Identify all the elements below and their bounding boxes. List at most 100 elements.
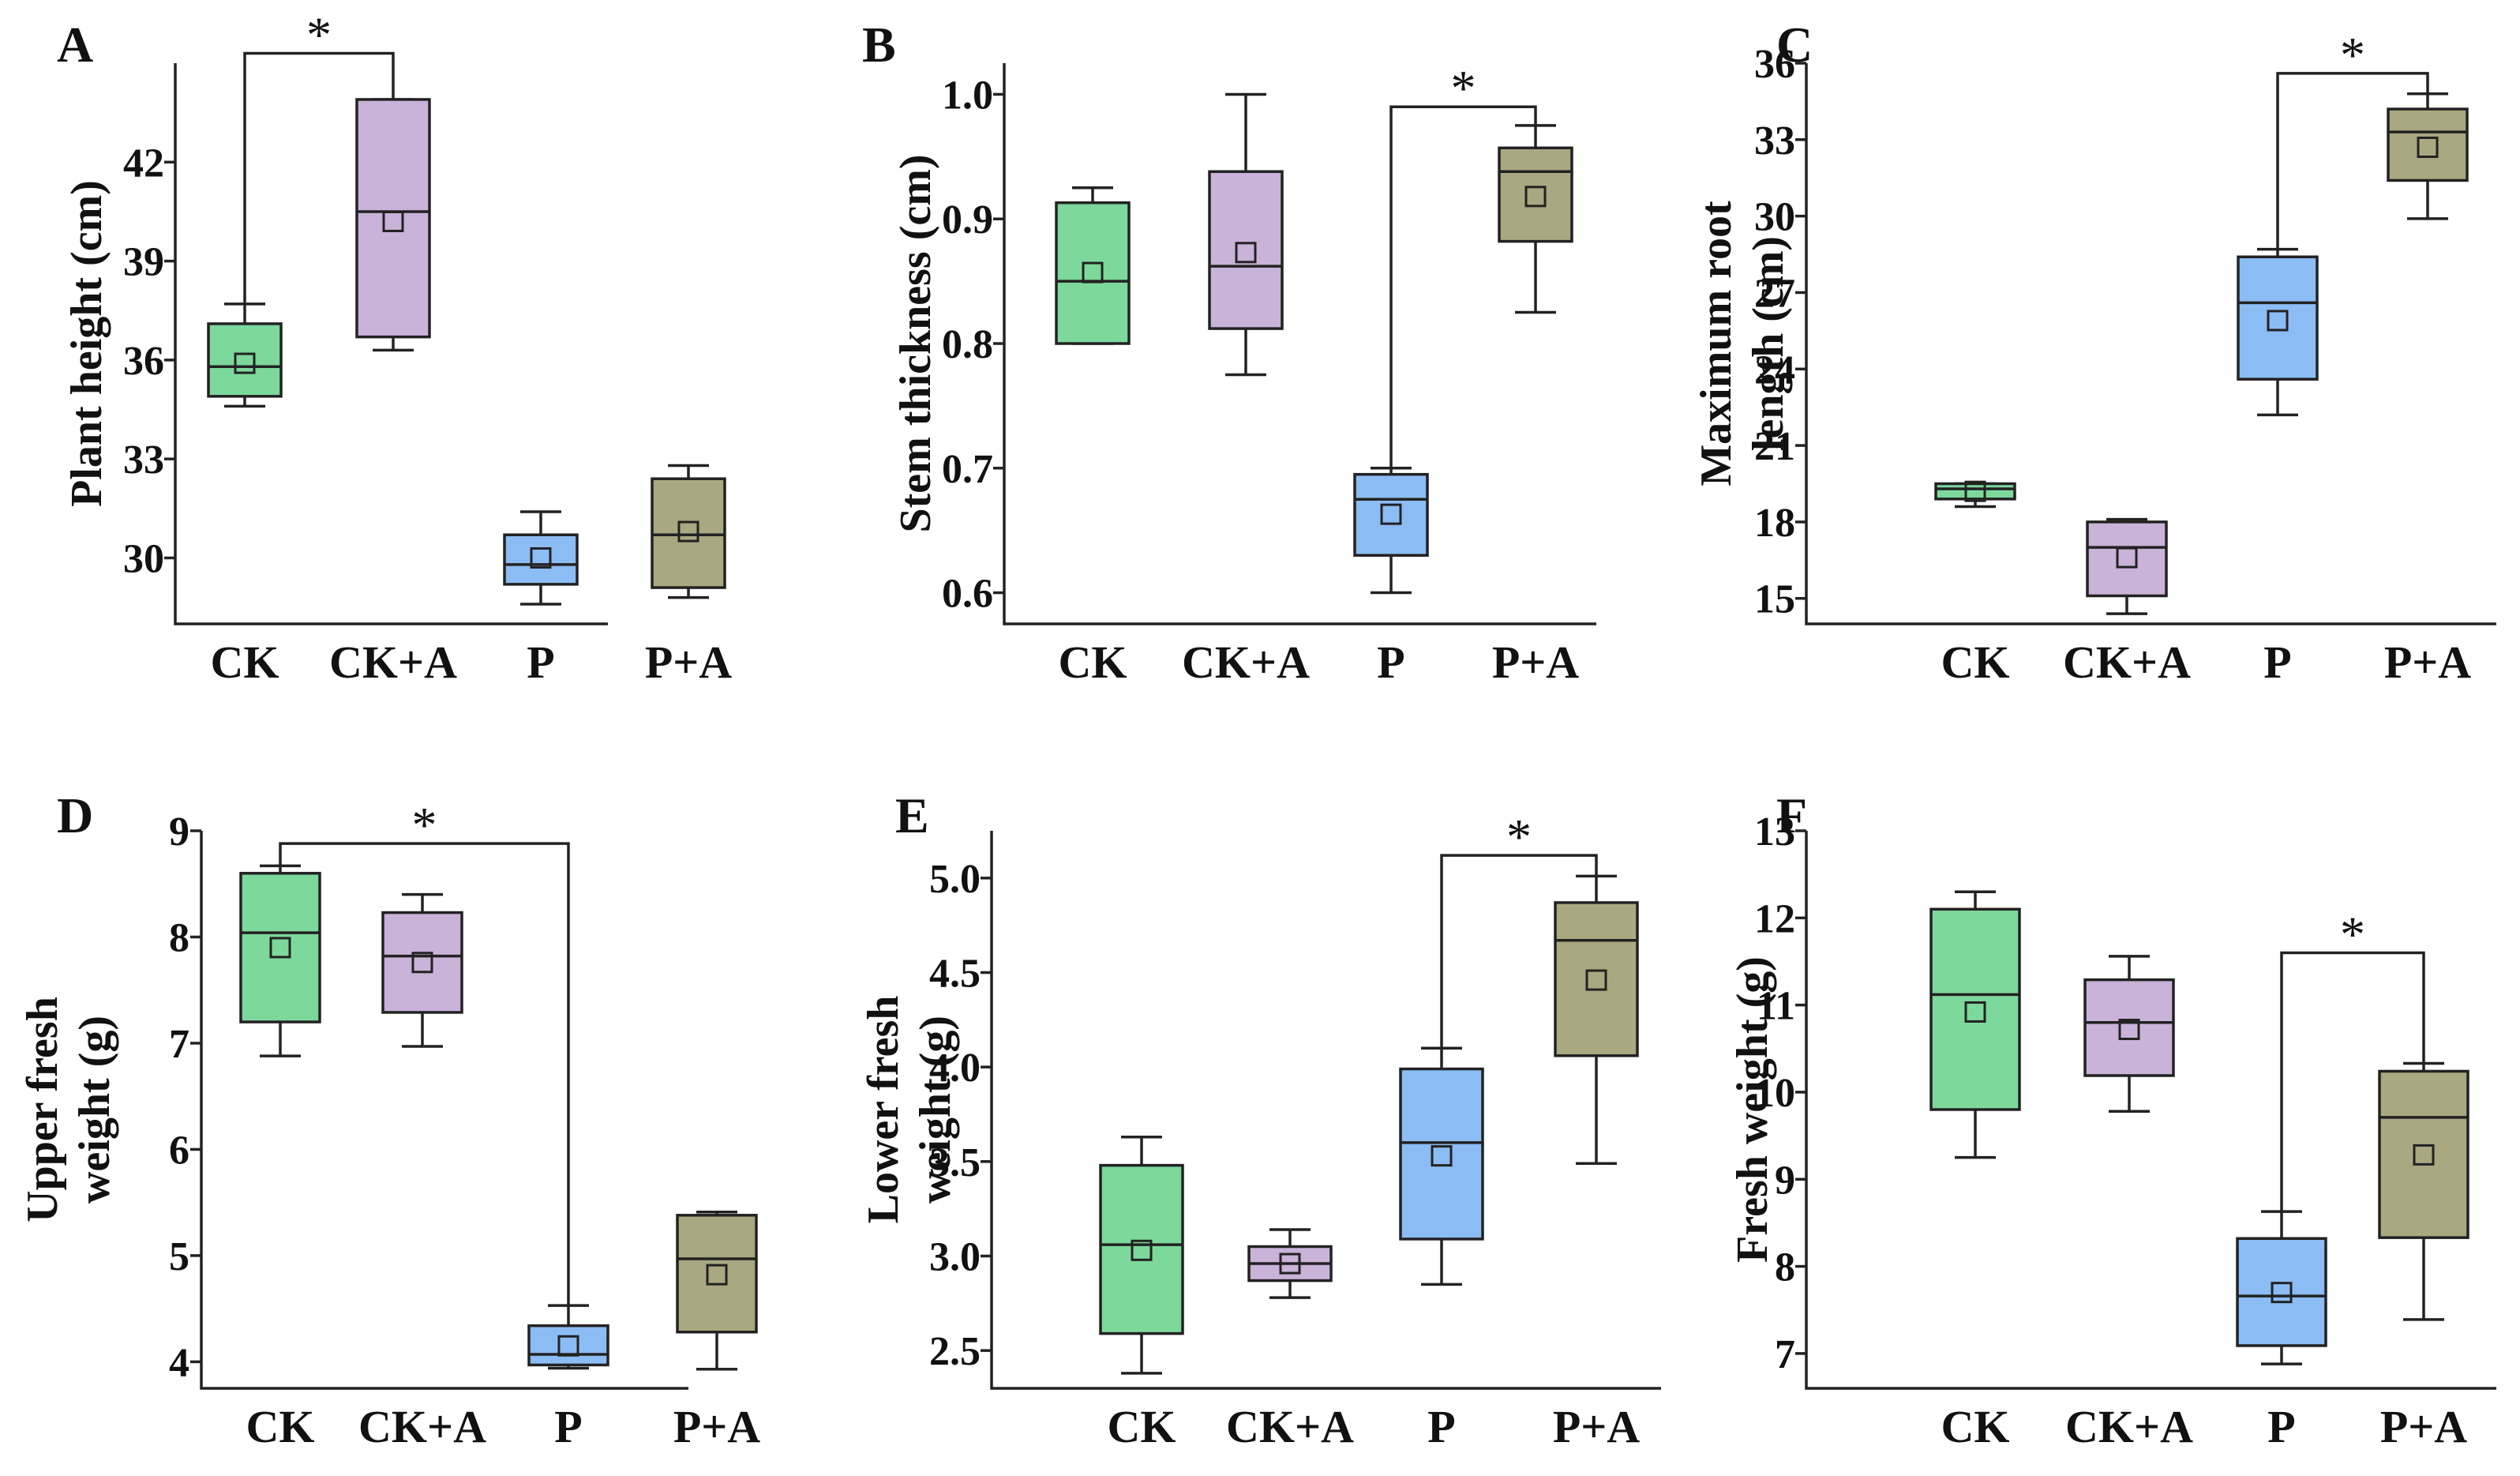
y-tick-label: 0.6	[942, 572, 993, 617]
y-tick-label: 9	[169, 809, 189, 854]
iqr-box	[1208, 170, 1284, 330]
y-axis-label: Plant height (cm)	[62, 180, 111, 507]
y-tick-label: 24	[1754, 347, 1795, 392]
x-category-label: P	[554, 1401, 582, 1452]
mean-marker	[1131, 1239, 1153, 1261]
significance-bracket	[279, 842, 570, 1306]
box-CK+A	[1208, 92, 1284, 377]
mean-marker	[1524, 186, 1547, 208]
x-category-label: CK	[1941, 637, 2010, 688]
x-category-label: P	[1427, 1401, 1455, 1452]
y-tick-label: 13	[1754, 809, 1795, 854]
axis-lines	[1003, 63, 1596, 625]
iqr-box	[239, 872, 321, 1023]
significance-star: *	[2340, 906, 2365, 962]
y-tick-label: 8	[169, 915, 189, 960]
significance-bracket	[243, 51, 395, 304]
mean-marker	[1279, 1253, 1301, 1275]
x-category-label: CK	[1108, 1401, 1176, 1452]
iqr-box	[1934, 482, 2016, 501]
x-category-label: P+A	[673, 1401, 760, 1452]
box-P	[1353, 467, 1429, 595]
x-category-label: P+A	[2380, 1401, 2467, 1452]
x-category-label: P	[2263, 637, 2291, 688]
mean-marker	[2417, 137, 2439, 158]
iqr-box	[503, 533, 579, 586]
y-tick-label: 4.5	[929, 951, 981, 996]
y-axis-label: Lower freshweight (g)	[859, 996, 960, 1224]
y-tick-label: 39	[123, 240, 164, 285]
significance-star: *	[306, 6, 332, 62]
mean-marker	[557, 1335, 579, 1357]
mean-marker	[269, 937, 291, 959]
y-tick-label: 7	[1775, 1332, 1795, 1377]
iqr-box	[1399, 1067, 1484, 1241]
box-CK	[1055, 186, 1131, 345]
y-tick-label: 0.8	[942, 322, 993, 367]
box-CK	[207, 302, 283, 408]
mean-marker	[411, 952, 433, 974]
iqr-box	[207, 322, 283, 398]
iqr-box	[2387, 107, 2469, 182]
y-tick-label: 36	[123, 339, 164, 384]
x-category-label: CK	[211, 637, 279, 688]
axis-lines	[1805, 831, 2496, 1390]
y-tick-label: 42	[123, 141, 164, 186]
panel-letter: F	[1776, 787, 1807, 843]
x-category-label: P+A	[1553, 1401, 1640, 1452]
box-CK	[239, 864, 321, 1057]
mean-marker	[1964, 1001, 1986, 1023]
y-tick-label: 2.5	[929, 1329, 981, 1374]
y-tick-label: 33	[123, 438, 164, 483]
x-category-label: P+A	[645, 637, 732, 688]
box-CK	[1099, 1135, 1184, 1375]
box-P+A	[2387, 92, 2469, 220]
box-P+A	[651, 464, 726, 599]
box-CK+A	[2083, 955, 2175, 1113]
significance-star: *	[412, 797, 437, 853]
mean-marker	[382, 210, 404, 232]
y-tick-label: 21	[1754, 424, 1795, 469]
significance-star: *	[2340, 27, 2365, 83]
box-CK+A	[381, 892, 463, 1048]
y-tick-label: 12	[1754, 896, 1795, 941]
panel-letter: D	[57, 787, 93, 843]
y-tick-label: 18	[1754, 501, 1795, 546]
x-category-label: CK	[1941, 1401, 2010, 1452]
y-axis-label: Stem thickness (cm)	[891, 154, 940, 532]
y-tick-label: 10	[1754, 1071, 1795, 1116]
box-CK+A	[1247, 1228, 1333, 1299]
iqr-box	[2378, 1069, 2469, 1239]
significance-bracket	[1389, 105, 1537, 468]
y-tick-label: 8	[1775, 1245, 1795, 1290]
y-tick-label: 30	[123, 536, 164, 581]
box-P+A	[1498, 124, 1573, 314]
x-category-label: P+A	[1492, 637, 1579, 688]
box-P	[503, 510, 579, 606]
panel-letter: B	[862, 17, 896, 73]
significance-star: *	[1451, 60, 1476, 116]
iqr-box	[1099, 1163, 1184, 1335]
y-tick-label: 5.0	[929, 857, 981, 902]
y-tick-label: 0.7	[942, 447, 993, 492]
panel-letter: E	[895, 787, 929, 843]
box-P	[2237, 247, 2319, 417]
y-tick-label: 33	[1754, 118, 1795, 163]
iqr-box	[676, 1214, 758, 1334]
mean-marker	[1380, 503, 1402, 525]
iqr-box	[527, 1324, 609, 1367]
iqr-box	[2086, 520, 2168, 598]
significance-bracket	[2276, 72, 2429, 250]
mean-marker	[234, 352, 256, 374]
y-axis-label: Upper freshweight (g)	[18, 997, 119, 1222]
mean-marker	[1431, 1145, 1453, 1167]
y-tick-label: 3.5	[929, 1140, 981, 1185]
mean-marker	[706, 1264, 728, 1286]
y-tick-label: 27	[1754, 271, 1795, 316]
axis-lines	[990, 831, 1661, 1390]
mean-marker	[1585, 969, 1607, 991]
y-tick-label: 7	[169, 1022, 189, 1067]
box-P+A	[676, 1211, 758, 1371]
box-CK+A	[355, 98, 431, 352]
